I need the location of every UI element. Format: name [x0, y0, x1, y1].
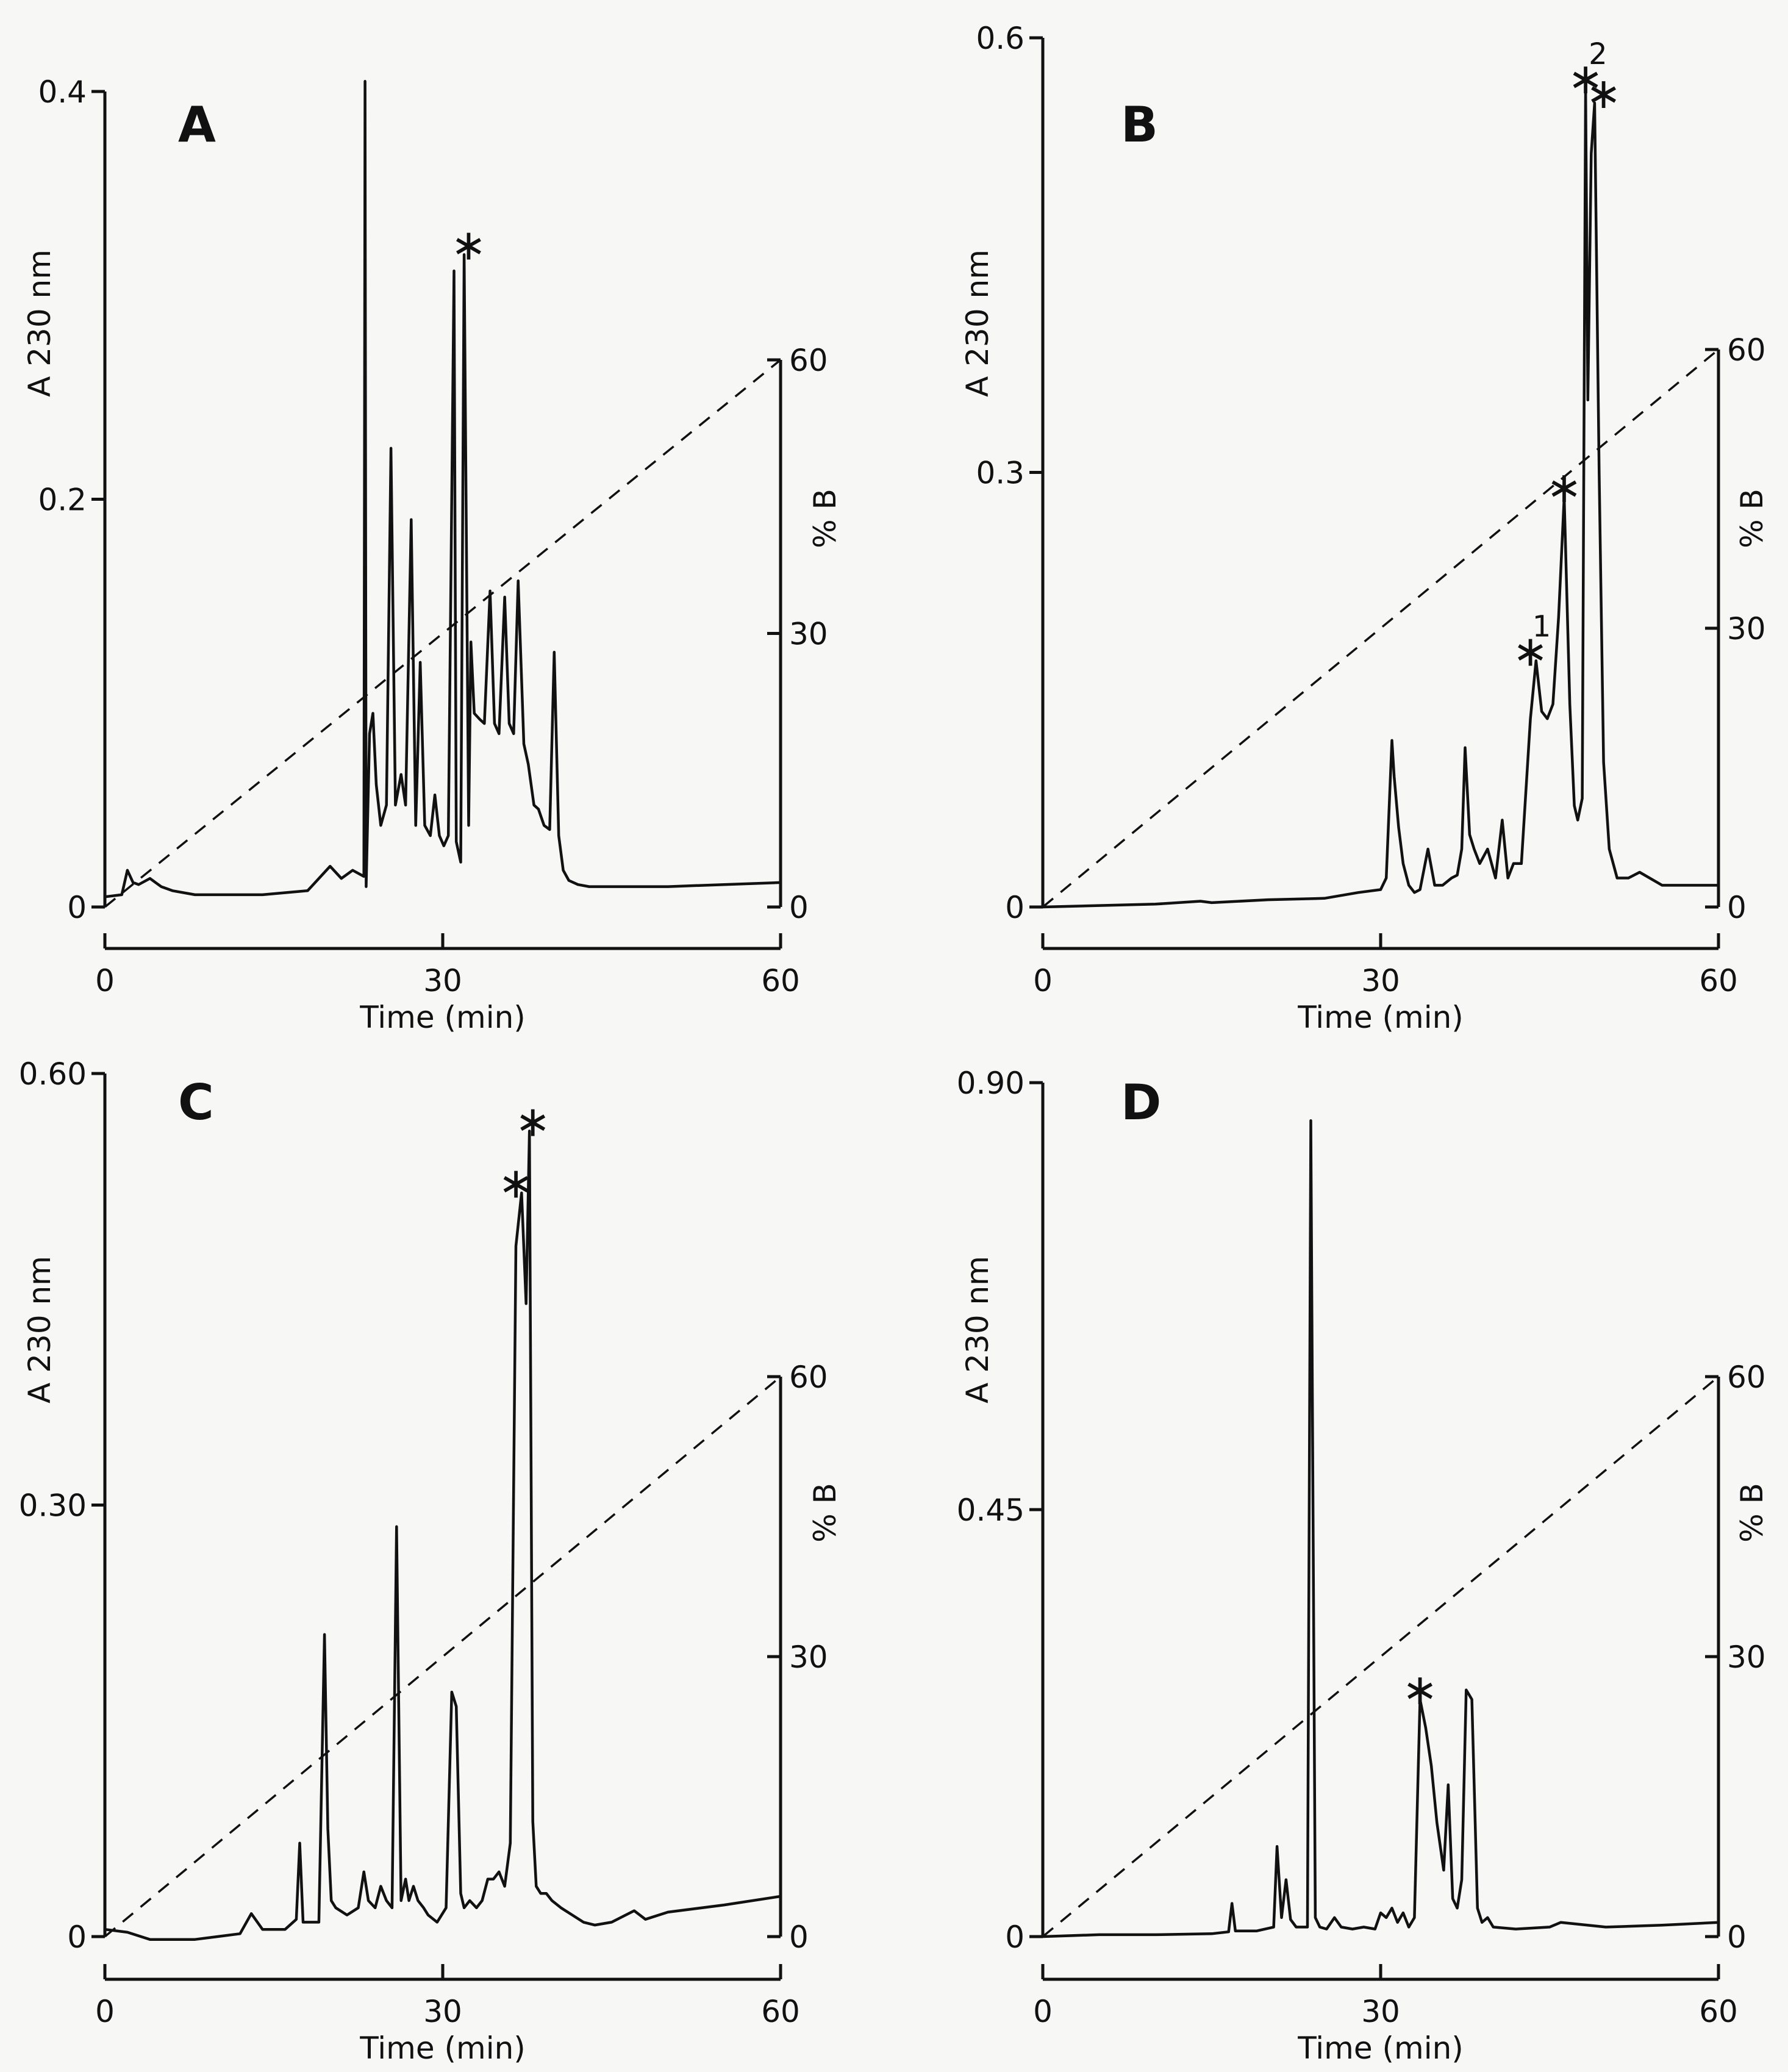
x-tick-label: 60	[1699, 963, 1738, 998]
right-axis-title: % B	[1734, 1483, 1770, 1543]
absorbance-trace	[104, 1130, 781, 1941]
peak-marker: ∗	[498, 1158, 534, 1208]
x-tick-label: 30	[423, 1994, 462, 2029]
x-tick-label: 30	[1361, 963, 1400, 998]
panel-letter: A	[178, 96, 216, 153]
y-tick-label: 0	[67, 890, 87, 925]
peak-number: 1	[1532, 609, 1551, 643]
right-tick-label: 30	[1727, 611, 1766, 647]
panel-b: B A 230 nm % B Time (min) 0 0.3 0.6 0 30…	[960, 21, 1770, 1035]
peak-number: 2	[1589, 37, 1607, 71]
right-axis-title: % B	[1734, 489, 1770, 548]
right-tick-label: 60	[789, 343, 828, 378]
right-tick-label: 60	[789, 1360, 828, 1395]
x-tick-label: 60	[1699, 1994, 1738, 2029]
peak-marker: ∗	[1512, 626, 1548, 676]
x-tick-label: 60	[761, 1994, 800, 2029]
y-tick-label: 0.2	[38, 482, 87, 518]
x-tick-label: 0	[95, 1994, 115, 2029]
x-axis-title: Time (min)	[1297, 1000, 1464, 1035]
panel-a: A A 230 nm % B Time (min) 0 0.2 0.4 0 30…	[22, 74, 843, 1035]
x-axis-title: Time (min)	[359, 1000, 526, 1035]
y-tick-label: 0.60	[19, 1056, 87, 1092]
absorbance-trace	[1042, 87, 1718, 909]
panel-letter: C	[178, 1074, 214, 1131]
y-tick-label: 0.90	[957, 1066, 1025, 1101]
y-tick-label: 0	[1005, 1920, 1025, 1955]
right-tick-label: 60	[1727, 332, 1766, 368]
right-tick-label: 0	[1727, 1920, 1747, 1955]
y-axis-title: A 230 nm	[960, 249, 995, 397]
x-tick-label: 60	[761, 963, 800, 998]
y-tick-label: 0	[67, 1920, 87, 1955]
y-axis-title: A 230 nm	[22, 1256, 57, 1403]
absorbance-trace	[104, 80, 781, 898]
right-tick-label: 30	[789, 1640, 828, 1675]
y-axis-title: A 230 nm	[22, 249, 57, 397]
y-axis-title: A 230 nm	[960, 1256, 995, 1403]
gradient-line	[1042, 1375, 1720, 1938]
panel-letter: D	[1121, 1074, 1161, 1131]
peak-marker: ∗	[1402, 1665, 1438, 1715]
peak-marker: ∗	[1586, 68, 1622, 118]
y-tick-label: 0.4	[38, 74, 87, 110]
x-tick-label: 30	[1361, 1994, 1400, 2029]
right-tick-label: 0	[1727, 890, 1747, 925]
right-tick-label: 0	[789, 890, 809, 925]
peak-marker: ∗	[515, 1096, 551, 1146]
y-tick-label: 0.6	[976, 21, 1025, 56]
peak-marker: ∗	[1568, 54, 1604, 104]
panel-letter: B	[1121, 96, 1158, 153]
x-tick-label: 0	[1033, 1994, 1053, 2029]
x-tick-label: 30	[423, 963, 462, 998]
right-tick-label: 30	[789, 617, 828, 652]
peak-marker: ∗	[1547, 462, 1582, 512]
right-tick-label: 0	[789, 1920, 809, 1955]
x-tick-label: 0	[95, 963, 115, 998]
x-tick-label: 0	[1033, 963, 1053, 998]
gradient-line	[104, 1375, 782, 1938]
panel-d: D A 230 nm % B Time (min) 0 0.45 0.90 0 …	[957, 1066, 1770, 2066]
y-tick-label: 0.3	[976, 456, 1025, 491]
right-tick-label: 30	[1727, 1640, 1766, 1675]
x-axis-title: Time (min)	[1297, 2031, 1464, 2066]
y-tick-label: 0	[1005, 890, 1025, 925]
panel-c: C A 230 nm % B Time (min) 0 0.30 0.60 0 …	[19, 1056, 843, 2066]
right-axis-title: % B	[807, 489, 843, 548]
x-axis-title: Time (min)	[359, 2031, 526, 2066]
gradient-line	[1042, 348, 1720, 908]
y-tick-label: 0.45	[957, 1493, 1025, 1528]
peak-marker: ∗	[451, 220, 487, 270]
gradient-line	[104, 359, 782, 908]
absorbance-trace	[1042, 1119, 1719, 1938]
y-tick-label: 0.30	[19, 1488, 87, 1524]
right-axis-title: % B	[807, 1483, 843, 1543]
right-tick-label: 60	[1727, 1360, 1766, 1395]
